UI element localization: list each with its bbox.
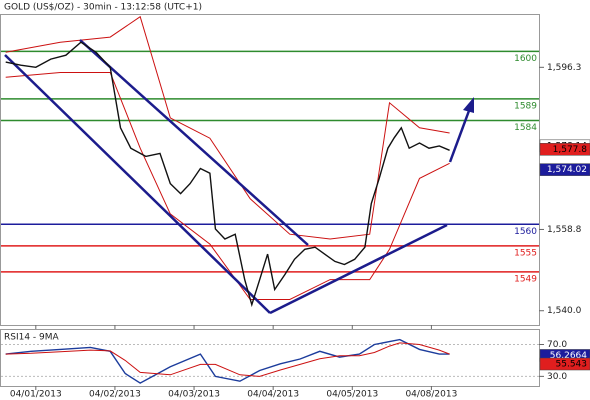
channel-upper	[79, 39, 309, 246]
x-tick-label: 04/01/2013	[10, 390, 62, 400]
trend-lines	[4, 39, 474, 315]
level-label: 1560	[514, 227, 537, 237]
y-tick-label: 30.0	[547, 372, 567, 382]
rsi-title: RSI14 - 9MA	[4, 333, 60, 343]
arrow-head	[463, 97, 474, 113]
y-tick-label: 1,540.0	[547, 306, 582, 316]
price-marker-label: 55.543	[556, 360, 588, 370]
price-marker	[539, 143, 590, 156]
channel-lower	[4, 54, 271, 314]
x-tick-label: 04/08/2013	[405, 390, 457, 400]
series-line	[5, 41, 450, 308]
uptrend	[269, 223, 448, 315]
price-marker-label: 1,577.8	[553, 145, 588, 155]
main-frame	[0, 14, 540, 326]
series-line	[5, 342, 450, 377]
y-tick-label: 1,596.3	[547, 63, 581, 73]
level-label: 1600	[514, 54, 537, 64]
level-label: 1549	[514, 274, 537, 284]
price-marker	[539, 163, 590, 176]
series-line	[5, 338, 450, 384]
series-line	[5, 15, 450, 240]
rsi-frame	[0, 329, 540, 387]
price-marker-label: 1,574.02	[547, 165, 587, 175]
x-tick-label: 04/05/2013	[326, 390, 378, 400]
level-label: 1584	[514, 123, 537, 133]
x-tick-label: 04/04/2013	[247, 390, 299, 400]
level-label: 1555	[514, 248, 537, 258]
x-tick-label: 04/02/2013	[89, 390, 141, 400]
price-marker	[539, 357, 590, 371]
chart-title: GOLD (US$/OZ) - 30min - 13:12:58 (UTC+1)	[4, 3, 202, 13]
x-tick-label: 04/03/2013	[168, 390, 220, 400]
level-label: 1589	[514, 101, 537, 111]
price-marker-label: 56.2664	[550, 351, 587, 361]
y-tick-label: 70.0	[547, 340, 567, 350]
arrow-shaft	[448, 107, 472, 163]
y-tick-label: 1,558.8	[547, 225, 582, 235]
